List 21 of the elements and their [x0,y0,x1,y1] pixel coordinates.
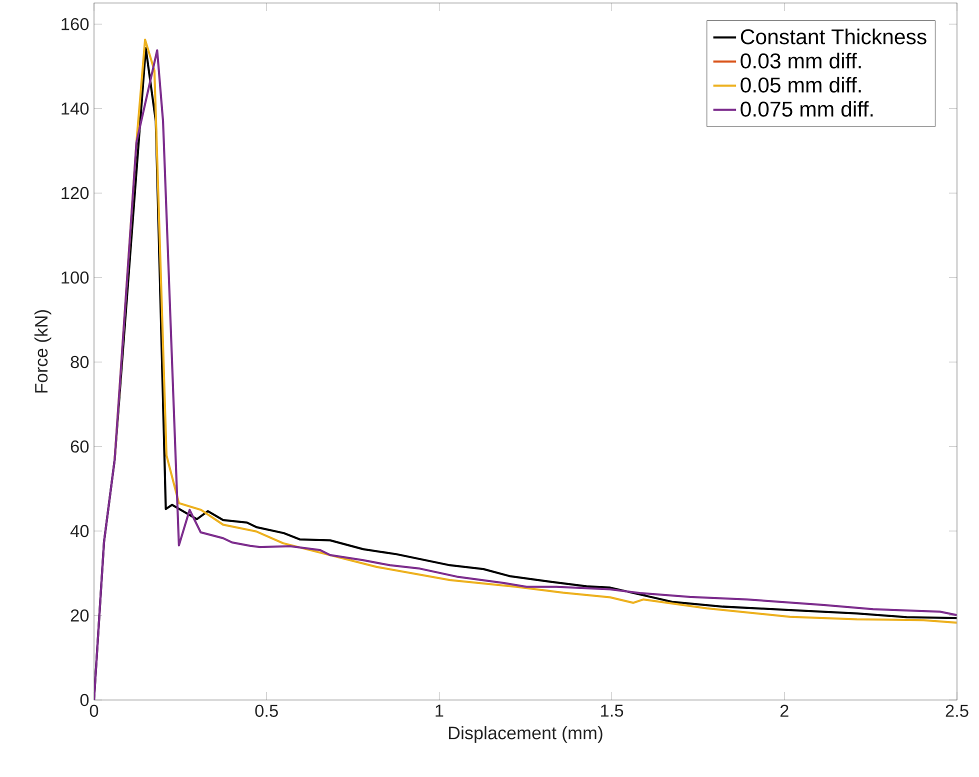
y-axis-title: Force (kN) [34,310,52,392]
y-tick-label: 60 [70,440,89,453]
legend-label: Constant Thickness [740,28,926,44]
legend-label: 0.05 mm diff. [740,76,861,93]
y-tick-label: 140 [62,102,89,115]
x-tick-label: 0 [90,704,98,717]
x-axis-title: Displacement (mm) [448,726,602,743]
legend-label: 0.075 mm diff. [740,101,873,117]
y-tick-label: 0 [80,694,89,706]
y-tick-label: 20 [70,609,89,622]
x-tick-label: 2 [780,704,788,717]
x-tick-label: 0.5 [255,704,278,717]
y-tick-label: 40 [70,524,89,538]
x-tick-label: 2.5 [946,704,968,717]
y-tick-label: 120 [62,186,89,200]
y-tick-label: 100 [62,271,89,284]
legend-label: 0.03 mm diff. [740,52,861,68]
x-tick-label: 1.5 [601,704,624,717]
y-tick-label: 80 [70,356,89,368]
y-tick-label: 160 [62,18,89,30]
x-tick-label: 1 [436,704,444,717]
